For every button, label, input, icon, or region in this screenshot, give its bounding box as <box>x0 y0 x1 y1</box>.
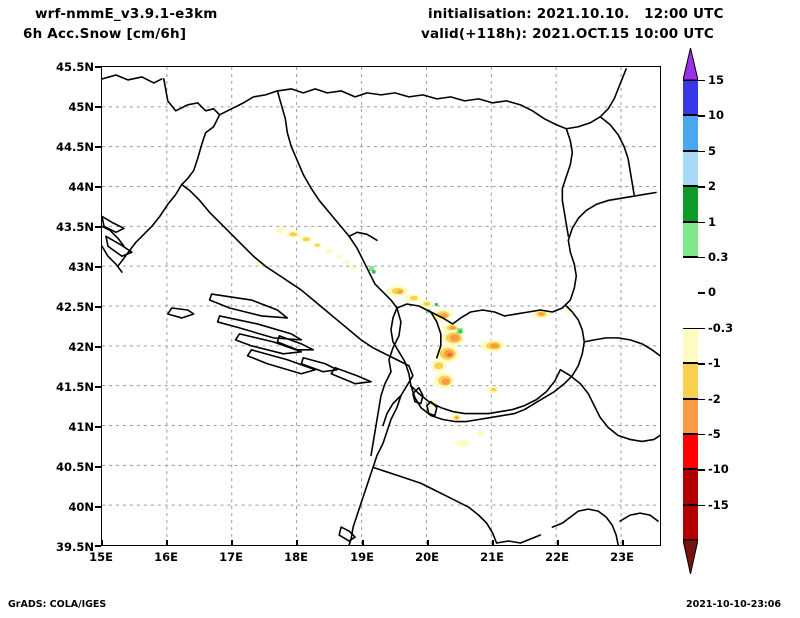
colorbar-band-10-15 <box>683 80 698 116</box>
colorbar-label-neg0p3: -0.3 <box>708 320 734 335</box>
colorbar-band-5-10 <box>683 115 698 151</box>
colorbar-band-0p3-1 <box>683 221 698 257</box>
xtick-label-19e: 19E <box>350 550 374 564</box>
colorbar-label-10: 10 <box>708 108 725 123</box>
xtick-mark <box>427 540 429 546</box>
colorbar-tick <box>698 363 705 365</box>
colorbar-band-below-neg15 <box>683 504 698 540</box>
xtick-mark <box>492 540 494 546</box>
ytick-label-42n: 42N <box>68 340 94 354</box>
ytick-label-42-5n: 42.5N <box>56 300 94 314</box>
colorbar-tick <box>698 186 705 188</box>
colorbar-tick <box>698 115 705 117</box>
colorbar-tick <box>698 504 705 507</box>
xtick-label-23e: 23E <box>610 550 634 564</box>
colorbar-label-neg2: -2 <box>708 391 721 406</box>
colorbar-label-neg15: -15 <box>708 497 729 512</box>
colorbar-tick <box>698 434 705 436</box>
ytick-label-43n: 43N <box>68 260 94 274</box>
ytick-label-41n: 41N <box>68 420 94 434</box>
colorbar-tick <box>698 292 705 294</box>
colorbar-label-2: 2 <box>708 179 717 194</box>
ytick-mark <box>95 426 101 428</box>
ytick-label-45-5n: 45.5N <box>56 60 94 74</box>
header-initialisation-time: initialisation: 2021.10.10. 12:00 UTC <box>428 6 724 22</box>
precip-field <box>256 227 572 448</box>
header-field-name: 6h Acc.Snow [cm/6h] <box>23 26 187 42</box>
map-coastlines-borders <box>102 68 660 545</box>
colorbar-band-neg2-neg1 <box>683 363 698 399</box>
header-valid-time: valid(+118h): 2021.OCT.15 10:00 UTC <box>421 26 714 42</box>
ytick-label-43-5n: 43.5N <box>56 220 94 234</box>
xtick-mark <box>231 540 233 546</box>
colorbar-tick <box>698 221 705 223</box>
xtick-mark <box>557 540 559 546</box>
ytick-label-41-5n: 41.5N <box>56 380 94 394</box>
colorbar-tick <box>698 150 705 153</box>
xtick-mark <box>101 540 103 546</box>
ytick-mark <box>95 466 101 468</box>
ytick-label-40-5n: 40.5N <box>56 460 94 474</box>
colorbar-label-1: 1 <box>708 214 717 229</box>
colorbar-band-neg0p3-0 <box>683 292 698 328</box>
ytick-mark <box>95 146 101 148</box>
footer-credit: GrADS: COLA/IGES <box>8 599 107 610</box>
colorbar-band-neg1-neg0p3 <box>683 327 698 364</box>
colorbar-tick <box>698 80 705 82</box>
colorbar-band-1-2 <box>683 186 698 222</box>
ytick-mark <box>95 226 101 228</box>
ytick-mark <box>95 66 101 68</box>
ytick-label-39-5n: 39.5N <box>56 540 94 554</box>
colorbar-band-neg5-neg2 <box>683 398 698 434</box>
colorbar-label-5: 5 <box>708 143 717 158</box>
colorbar-cap-bottom <box>683 540 698 574</box>
footer-timestamp: 2021-10-10-23:06 <box>686 599 781 610</box>
ytick-mark <box>95 186 101 188</box>
ytick-mark <box>95 506 101 508</box>
xtick-label-22e: 22E <box>545 550 569 564</box>
colorbar-label-0p3: 0.3 <box>708 250 729 264</box>
ytick-label-44n: 44N <box>68 180 94 194</box>
colorbar-tick <box>698 398 705 400</box>
map-gridlines <box>102 67 660 545</box>
colorbar-band-0-0p3 <box>683 257 698 293</box>
map-canvas <box>102 67 660 545</box>
xtick-mark <box>622 540 624 546</box>
xtick-label-15e: 15E <box>89 550 113 564</box>
colorbar-tick <box>698 469 705 471</box>
ytick-mark <box>95 386 101 388</box>
colorbar-label-neg5: -5 <box>708 427 721 441</box>
xtick-label-16e: 16E <box>154 550 178 564</box>
ytick-mark <box>95 346 101 348</box>
xtick-label-17e: 17E <box>219 550 243 564</box>
ytick-label-45n: 45N <box>68 100 94 114</box>
header-model-name: wrf-nmmE_v3.9.1-e3km <box>35 6 218 22</box>
map-plot-area <box>101 66 661 546</box>
xtick-label-18e: 18E <box>284 550 308 564</box>
ytick-mark <box>95 306 101 308</box>
colorbar: 15 10 5 2 1 0.3 0 -0.3 -1 -2 -5 -10 -15 <box>683 48 733 574</box>
xtick-label-20e: 20E <box>415 550 439 564</box>
ytick-label-40n: 40N <box>68 500 94 514</box>
colorbar-label-neg10: -10 <box>708 462 729 477</box>
ytick-mark <box>95 266 101 268</box>
ytick-label-44-5n: 44.5N <box>56 140 94 154</box>
xtick-mark <box>166 540 168 546</box>
colorbar-cap-top <box>683 48 698 80</box>
colorbar-tick <box>698 327 705 330</box>
colorbar-band-neg15-neg10 <box>683 469 698 505</box>
ytick-mark <box>95 545 101 547</box>
colorbar-label-neg1: -1 <box>708 356 721 371</box>
xtick-label-21e: 21E <box>480 550 504 564</box>
colorbar-label-0: 0 <box>708 285 717 300</box>
colorbar-tick <box>698 257 705 259</box>
colorbar-label-15: 15 <box>708 73 725 87</box>
colorbar-band-2-5 <box>683 150 698 187</box>
xtick-mark <box>362 540 364 546</box>
xtick-mark <box>296 540 298 546</box>
ytick-mark <box>95 106 101 108</box>
colorbar-band-neg10-neg5 <box>683 434 698 470</box>
